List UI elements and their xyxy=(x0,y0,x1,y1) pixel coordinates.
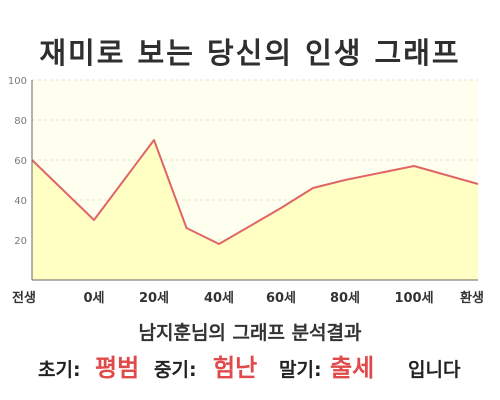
late-label: 말기: xyxy=(279,359,322,381)
x-tick-label: 20세 xyxy=(139,291,169,306)
y-tick-label: 100 xyxy=(8,76,27,87)
x-tick-label: 40세 xyxy=(204,291,234,306)
x-tick-label: 0세 xyxy=(83,291,104,306)
analysis-subtitle: 남지훈님의 그래프 분석결과 xyxy=(138,322,362,344)
early-value: 평범 xyxy=(95,354,140,382)
ending-text: 입니다 xyxy=(408,359,461,381)
life-line xyxy=(31,139,479,245)
late-value: 출세 xyxy=(330,354,375,382)
y-tick-label: 20 xyxy=(14,236,27,247)
x-tick-label: 60세 xyxy=(266,291,296,306)
page-title: 재미로 보는 당신의 인생 그래프 xyxy=(39,36,461,70)
middle-label: 중기: xyxy=(154,359,197,381)
y-axis-ticks: 20 40 60 80 100 xyxy=(8,76,27,247)
life-area-fill xyxy=(32,140,478,280)
early-label: 초기: xyxy=(38,359,81,381)
x-tick-label: 100세 xyxy=(394,291,433,306)
y-tick-label: 80 xyxy=(14,116,27,127)
y-tick-label: 40 xyxy=(14,196,27,207)
x-axis-ticks: 전생 0세 20세 40세 60세 80세 100세 환생 xyxy=(12,290,484,306)
y-tick-label: 60 xyxy=(14,156,27,167)
analysis-summary: 초기: 평범 중기: 험난 말기: 출세 입니다 xyxy=(0,345,500,382)
middle-value: 험난 xyxy=(213,354,258,382)
x-tick-label: 환생 xyxy=(460,290,484,306)
x-tick-label: 전생 xyxy=(12,290,36,306)
x-tick-label: 80세 xyxy=(330,291,360,306)
